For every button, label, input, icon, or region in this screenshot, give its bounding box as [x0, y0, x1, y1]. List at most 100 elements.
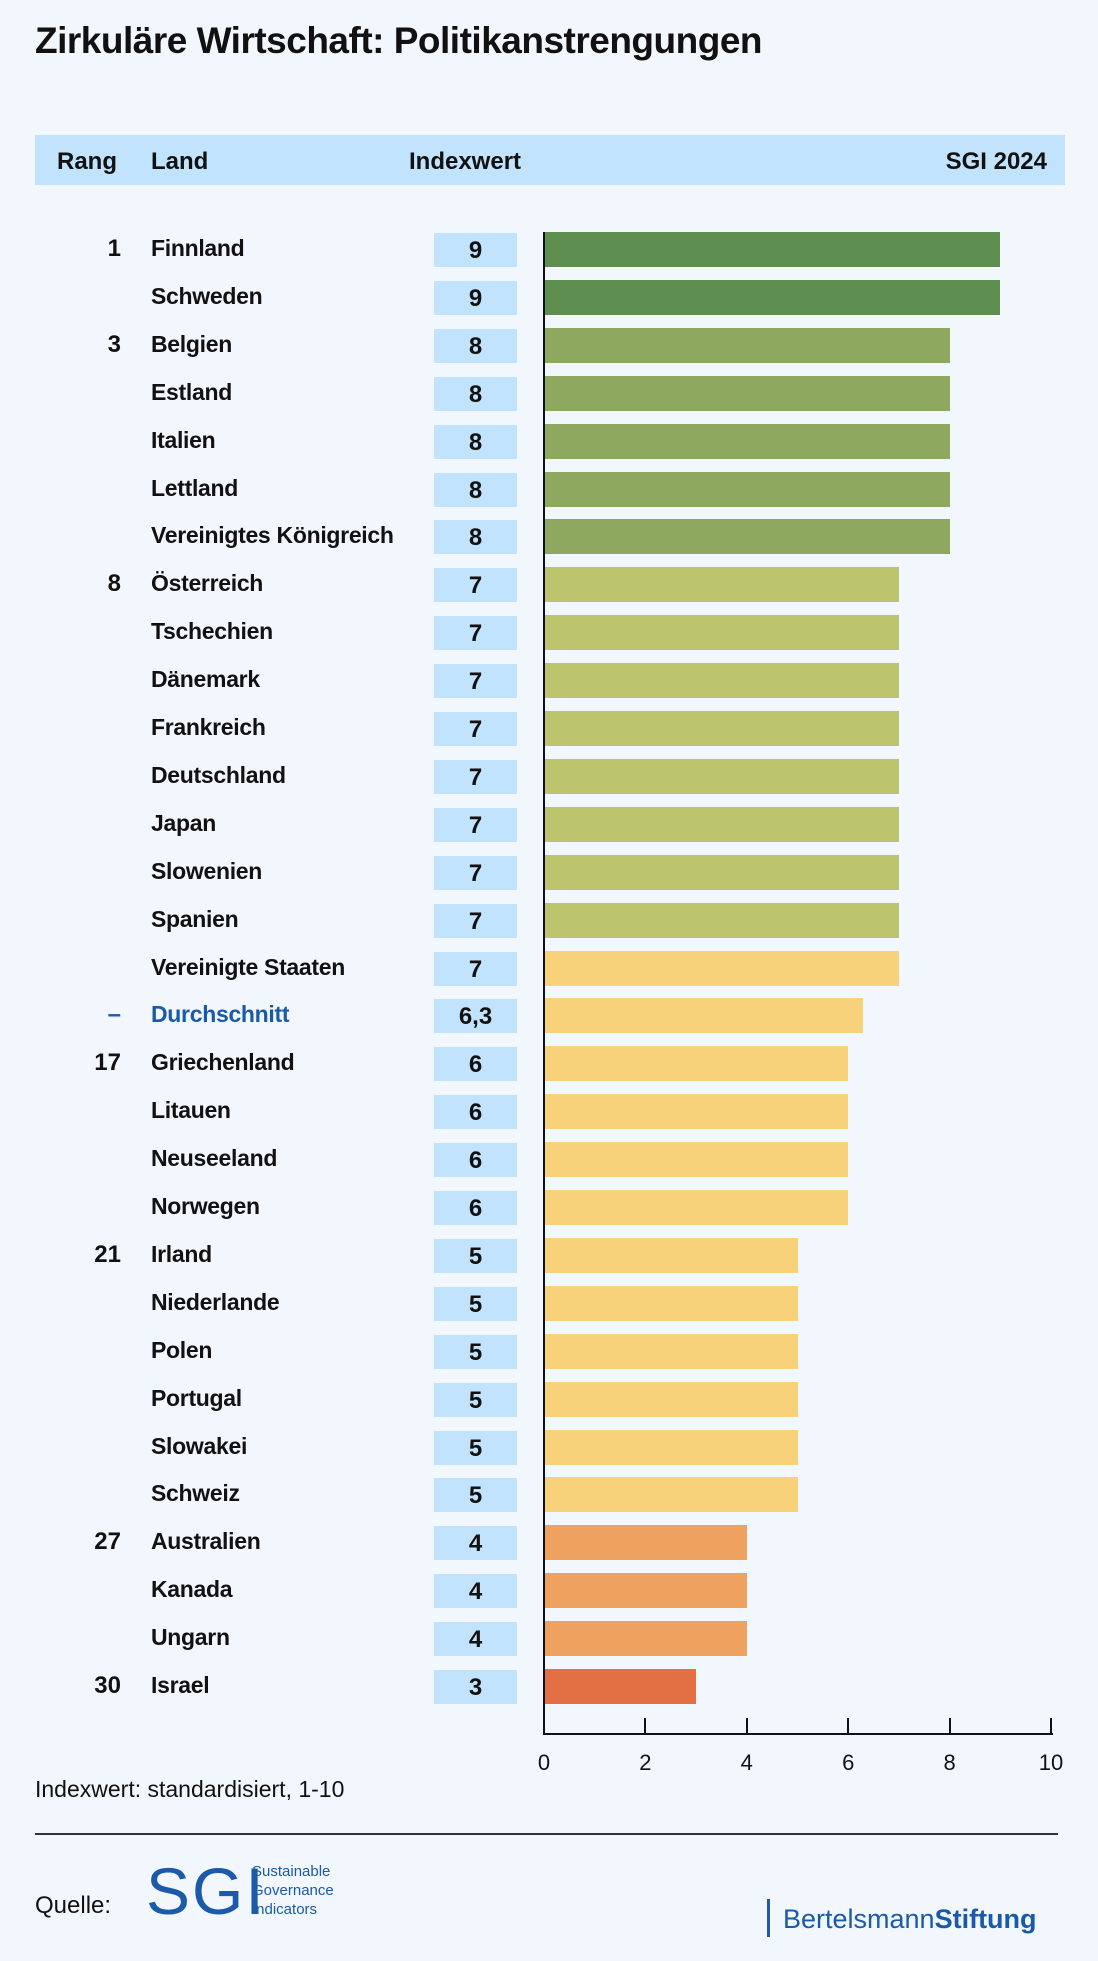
rank-label: – — [107, 1001, 121, 1029]
table-row: Ungarn 4 — [0, 1615, 1098, 1663]
y-axis-line — [543, 232, 545, 1735]
bar — [544, 854, 899, 890]
rank-label: 1 — [107, 235, 121, 262]
value-label: 8 — [434, 376, 517, 411]
average-row: – Durchschnitt 6,3 — [0, 992, 1098, 1040]
value-label: 8 — [434, 328, 517, 363]
sgi-logo: SGI — [146, 1854, 266, 1928]
table-row: Neuseeland 6 — [0, 1136, 1098, 1184]
value-label: 7 — [434, 664, 517, 699]
table-row: Litauen 6 — [0, 1088, 1098, 1136]
bar — [544, 1525, 747, 1561]
country-label: Italien — [151, 426, 216, 453]
bar — [544, 663, 899, 699]
table-row: Niederlande 5 — [0, 1280, 1098, 1328]
value-label: 8 — [434, 520, 517, 555]
x-tick-label: 10 — [1038, 1750, 1064, 1775]
country-label: Israel — [151, 1672, 210, 1698]
value-label: 5 — [434, 1382, 517, 1417]
value-label: 7 — [434, 759, 517, 794]
x-tick-label: 2 — [639, 1750, 652, 1775]
bs-part1: Bertelsmann — [783, 1904, 935, 1934]
x-tick-label: 8 — [943, 1750, 956, 1775]
chart-title: Zirkuläre Wirtschaft: Politikanstrengung… — [35, 20, 763, 61]
bar — [544, 1477, 798, 1513]
footnote: Indexwert: standardisiert, 1-10 — [35, 1776, 345, 1802]
table-row: Kanada 4 — [0, 1567, 1098, 1615]
table-row: Slowenien 7 — [0, 849, 1098, 897]
divider — [35, 1833, 1058, 1835]
table-row: Estland 8 — [0, 370, 1098, 418]
table-row: Schweiz 5 — [0, 1471, 1098, 1519]
bar — [544, 327, 950, 363]
table-row: Vereinigtes Königreich 8 — [0, 513, 1098, 561]
header-land: Land — [151, 148, 209, 175]
bar — [544, 950, 899, 986]
value-label: 6 — [434, 1047, 517, 1082]
value-label: 6,3 — [434, 999, 517, 1034]
x-tick — [644, 1718, 647, 1734]
country-label: Japan — [151, 809, 216, 836]
bar — [544, 758, 899, 794]
value-label: 7 — [434, 951, 517, 986]
country-label: Australien — [151, 1528, 261, 1555]
value-label: 9 — [434, 280, 517, 315]
table-row: Frankreich 7 — [0, 705, 1098, 753]
x-tick-label: 4 — [740, 1750, 753, 1775]
table-row: Tschechien 7 — [0, 609, 1098, 657]
country-label: Slowakei — [151, 1432, 248, 1459]
x-tick-label: 6 — [842, 1750, 855, 1775]
value-label: 7 — [434, 568, 517, 603]
source-label: Quelle: — [35, 1892, 112, 1919]
bar — [544, 1381, 798, 1417]
value-label: 4 — [434, 1622, 517, 1657]
table-row: Spanien 7 — [0, 897, 1098, 945]
bertelsmann-logo-bar — [767, 1899, 770, 1937]
country-label: Durchschnitt — [151, 1001, 290, 1028]
bar — [544, 375, 950, 411]
table-row: Norwegen 6 — [0, 1184, 1098, 1232]
header-edition: SGI 2024 — [945, 148, 1047, 175]
value-label: 5 — [434, 1334, 517, 1369]
table-row: 27 Australien 4 — [0, 1519, 1098, 1567]
table-row: Schweden 9 — [0, 274, 1098, 322]
value-label: 4 — [434, 1574, 517, 1609]
bar — [544, 1142, 849, 1178]
bar — [544, 902, 899, 938]
value-label: 5 — [434, 1286, 517, 1321]
country-label: Dänemark — [151, 666, 260, 693]
sgi-line: Governance — [252, 1882, 334, 1899]
bertelsmann-logo: BertelsmannStiftung — [783, 1904, 1037, 1935]
rank-label: 3 — [107, 330, 121, 358]
value-label: 3 — [434, 1670, 517, 1704]
value-label: 7 — [434, 855, 517, 890]
value-label: 6 — [434, 1143, 517, 1178]
table-row: Vereinigte Staaten 7 — [0, 945, 1098, 993]
country-label: Schweden — [151, 282, 263, 309]
country-label: Schweiz — [151, 1480, 240, 1507]
value-label: 9 — [434, 233, 517, 267]
bar — [544, 1094, 849, 1130]
bar — [544, 519, 950, 555]
bar — [544, 1573, 747, 1609]
x-tick — [948, 1718, 951, 1734]
bar — [544, 1429, 798, 1465]
bar — [544, 711, 899, 746]
bar — [544, 567, 899, 603]
bar — [544, 471, 950, 507]
country-label: Vereinigte Staaten — [151, 953, 346, 980]
value-label: 6 — [434, 1095, 517, 1130]
x-tick — [1050, 1718, 1052, 1734]
table-row: Italien 8 — [0, 418, 1098, 466]
table-row: 30 Israel 3 — [0, 1663, 1098, 1711]
table-header: Rang Land Indexwert SGI 2024 — [35, 135, 1065, 185]
country-label: Österreich — [151, 570, 264, 597]
x-tick — [745, 1718, 748, 1734]
country-label: Vereinigtes Königreich — [151, 522, 394, 549]
country-label: Estland — [151, 378, 232, 405]
table-row: 8 Österreich 7 — [0, 561, 1098, 609]
country-label: Polen — [151, 1336, 213, 1363]
rank-label: 27 — [94, 1528, 121, 1556]
rank-label: 17 — [94, 1049, 121, 1077]
value-label: 7 — [434, 903, 517, 938]
